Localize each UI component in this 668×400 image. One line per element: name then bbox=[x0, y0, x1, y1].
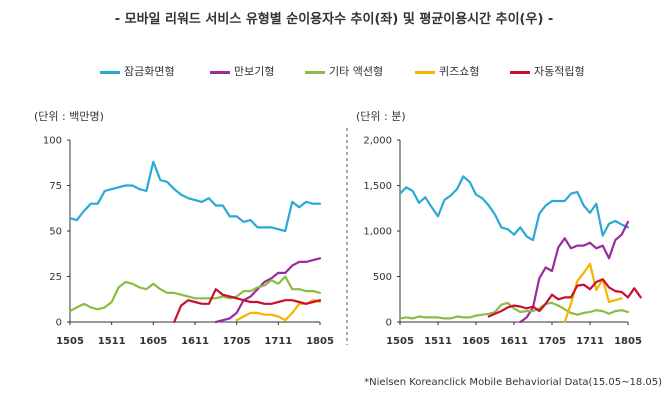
legend-swatch-auto-accrual bbox=[510, 70, 530, 74]
series-line-other-action-minutes bbox=[398, 301, 630, 320]
legend-label-other-action: 기타 액션형 bbox=[329, 65, 384, 78]
legend-item-auto-accrual: 자동적립형 bbox=[510, 63, 585, 79]
x-tick-label-0-4: 1705 bbox=[223, 336, 251, 347]
x-tick-label-0-3: 1611 bbox=[181, 336, 209, 347]
y-tick-label-1-4: 2,000 bbox=[363, 136, 392, 147]
x-tick-label-0-5: 1711 bbox=[264, 336, 292, 347]
legend-label-lockscreen: 잠금화면형 bbox=[124, 65, 175, 78]
series-line-auto-accrual-minutes bbox=[487, 278, 642, 318]
x-tick-label-1-2: 1605 bbox=[462, 336, 490, 347]
x-tick-label-1-1: 1511 bbox=[424, 336, 452, 347]
y-tick-label-1-2: 1,000 bbox=[363, 227, 392, 238]
x-tick-label-1-5: 1711 bbox=[576, 336, 604, 347]
legend-label-auto-accrual: 자동적립형 bbox=[534, 65, 585, 78]
x-tick-label-1-4: 1705 bbox=[538, 336, 566, 347]
legend-swatch-lockscreen bbox=[100, 70, 120, 74]
figure-title: - 모바일 리워드 서비스 유형별 순이용자수 추이(좌) 및 평균이용시간 추… bbox=[114, 12, 554, 27]
y-tick-label-0-3: 75 bbox=[49, 181, 62, 192]
y-tick-label-0-4: 100 bbox=[43, 136, 62, 147]
legend-swatch-pedometer bbox=[210, 70, 230, 74]
x-tick-label-1-3: 1611 bbox=[500, 336, 528, 347]
legend-item-quiz: 퀴즈쇼형 bbox=[415, 63, 479, 79]
y-tick-label-0-1: 25 bbox=[49, 272, 62, 283]
series-line-lockscreen-minutes bbox=[398, 175, 630, 242]
series-line-pedometer-users bbox=[214, 257, 322, 324]
right-unit-label: (단위 : 분) bbox=[356, 110, 406, 123]
legend-swatch-quiz bbox=[415, 70, 435, 74]
legend-label-quiz: 퀴즈쇼형 bbox=[439, 65, 480, 78]
y-tick-label-1-1: 500 bbox=[373, 272, 392, 283]
series-line-lockscreen-users bbox=[68, 160, 322, 233]
y-tick-label-0-2: 50 bbox=[49, 227, 62, 238]
series-line-auto-accrual-users bbox=[173, 288, 322, 324]
x-tick-label-1-6: 1805 bbox=[614, 336, 642, 347]
x-tick-label-0-6: 1805 bbox=[306, 336, 334, 347]
source-note: *Nielsen Koreanclick Mobile Behaviorial … bbox=[364, 377, 662, 388]
legend-label-pedometer: 만보기형 bbox=[234, 65, 275, 78]
legend: 잠금화면형 만보기형 기타 액션형 퀴즈쇼형 자동적립형 bbox=[100, 63, 640, 79]
y-tick-label-1-3: 1,500 bbox=[363, 181, 392, 192]
x-tick-label-0-0: 1505 bbox=[56, 336, 84, 347]
x-tick-label-1-0: 1505 bbox=[386, 336, 414, 347]
legend-item-pedometer: 만보기형 bbox=[210, 63, 274, 79]
legend-item-other-action: 기타 액션형 bbox=[305, 63, 383, 79]
left-unit-label: (단위 : 백만명) bbox=[34, 110, 104, 123]
x-tick-label-0-1: 1511 bbox=[98, 336, 126, 347]
x-tick-label-0-2: 1605 bbox=[139, 336, 167, 347]
legend-item-lockscreen: 잠금화면형 bbox=[100, 63, 175, 79]
series-line-pedometer-minutes bbox=[519, 220, 630, 324]
y-tick-label-0-0: 0 bbox=[56, 318, 62, 329]
series-line-other-action-users bbox=[68, 275, 322, 313]
legend-swatch-other-action bbox=[305, 70, 325, 74]
y-tick-label-1-0: 0 bbox=[386, 318, 392, 329]
